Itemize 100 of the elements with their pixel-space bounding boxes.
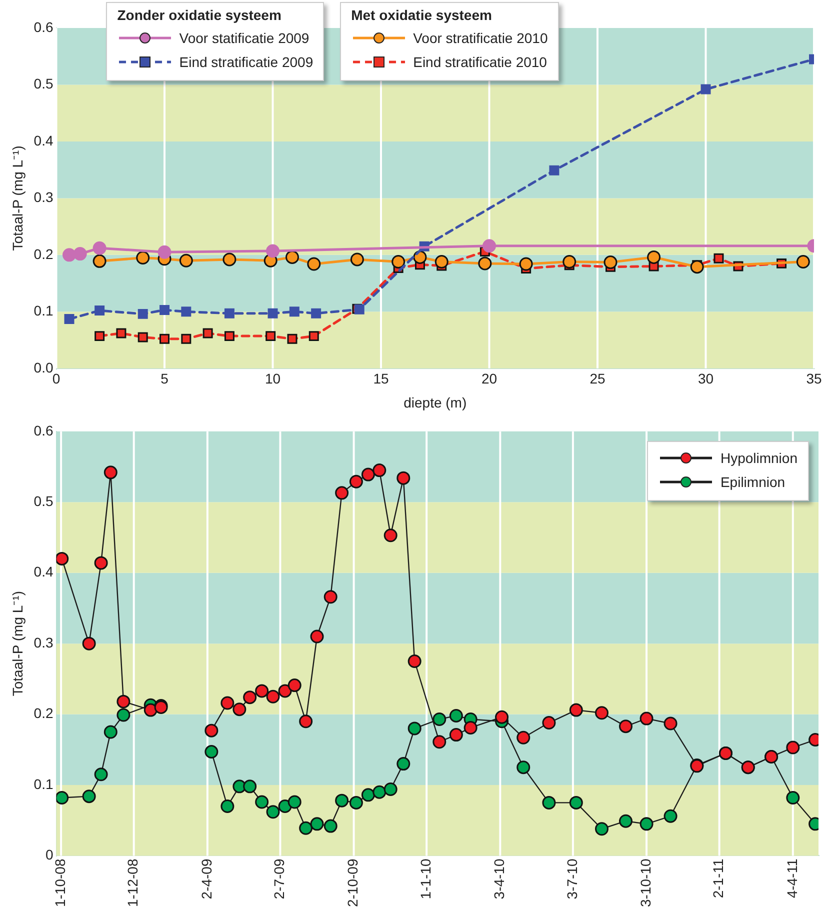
point	[268, 308, 278, 318]
x-tick-label: 15	[373, 370, 390, 387]
point	[464, 720, 478, 734]
text: Zonder oxidatie systeem	[117, 7, 282, 23]
point	[285, 250, 299, 264]
point	[82, 790, 96, 804]
point	[266, 244, 280, 258]
point	[310, 817, 324, 831]
point	[384, 782, 398, 796]
y-tick-label: 0.5	[34, 76, 54, 92]
point	[408, 722, 422, 736]
point	[542, 716, 556, 730]
point	[562, 254, 576, 268]
point	[299, 821, 313, 835]
legend-label: Voor stratificatie 2010	[413, 30, 548, 46]
x-tick-label: 3-10-10	[637, 858, 654, 908]
point	[255, 684, 269, 698]
point	[396, 471, 410, 485]
x-tick-label: 2-7-09	[271, 858, 288, 900]
point	[62, 248, 76, 262]
point	[361, 788, 375, 802]
point	[640, 712, 654, 726]
point	[690, 260, 704, 274]
point	[516, 730, 530, 744]
point	[224, 331, 234, 342]
point	[160, 334, 170, 344]
y-tick-label: 0.3	[34, 634, 54, 650]
point	[786, 740, 800, 754]
point	[243, 690, 257, 704]
point	[181, 334, 192, 344]
point	[243, 780, 257, 794]
point	[396, 757, 410, 771]
point	[56, 791, 69, 804]
point	[519, 257, 533, 271]
point	[266, 805, 280, 819]
point	[408, 654, 422, 668]
y-tick-label: 0.5	[34, 492, 54, 509]
point	[335, 794, 349, 808]
x-tick-label: 1-1-10	[417, 858, 434, 900]
point	[288, 795, 302, 809]
point	[181, 306, 192, 317]
point	[278, 684, 292, 698]
point	[160, 304, 170, 315]
point	[335, 486, 349, 500]
point	[220, 799, 234, 813]
point	[569, 796, 583, 810]
point	[299, 714, 313, 728]
point	[392, 254, 406, 268]
point	[796, 254, 810, 268]
point	[640, 817, 654, 831]
x-tick-label: 10	[264, 370, 281, 387]
point	[308, 331, 319, 342]
point	[604, 256, 618, 270]
point	[594, 822, 608, 836]
point	[144, 703, 158, 717]
point	[542, 796, 556, 810]
y-tick-label: 0.1	[34, 302, 54, 319]
point	[307, 257, 321, 271]
point	[204, 724, 218, 738]
point	[618, 720, 632, 734]
point	[311, 308, 322, 318]
y-tick-label: 0.4	[34, 564, 54, 580]
y-tick-label: 0.2	[34, 246, 54, 262]
point	[266, 331, 276, 342]
x-tick-label: 30	[698, 370, 714, 387]
x-tick-label: 3-7-10	[564, 858, 580, 900]
point	[449, 708, 463, 722]
point	[372, 785, 386, 799]
y-tick-label: 0.3	[34, 189, 54, 206]
point	[549, 165, 560, 176]
point	[700, 84, 711, 94]
point	[136, 251, 150, 265]
point	[94, 768, 108, 782]
legend-label: Eind stratificatie 2010	[413, 54, 547, 70]
point	[434, 254, 448, 268]
x-tick-label: 2-10-09	[344, 858, 361, 908]
point	[478, 256, 492, 270]
point	[94, 556, 108, 570]
x-tick-label: 3-4-10	[491, 858, 508, 900]
point	[349, 796, 363, 810]
y-tick-label: 0.6	[34, 422, 54, 438]
point	[384, 528, 398, 542]
point	[116, 328, 126, 338]
point	[255, 795, 269, 809]
point	[349, 474, 363, 488]
point	[138, 332, 148, 342]
point	[786, 791, 800, 804]
point	[288, 678, 302, 692]
point	[92, 241, 106, 255]
point	[647, 250, 661, 264]
point	[350, 252, 364, 266]
point	[664, 809, 678, 823]
point	[204, 745, 218, 759]
y-tick-label: 0.4	[34, 132, 54, 148]
y-tick-label: 0.6	[34, 18, 54, 35]
point	[92, 254, 106, 268]
legend-label: Eind stratificatie 2009	[179, 54, 314, 70]
point	[266, 690, 280, 704]
x-axis-title: diepte (m)	[404, 394, 467, 410]
point	[482, 239, 496, 253]
